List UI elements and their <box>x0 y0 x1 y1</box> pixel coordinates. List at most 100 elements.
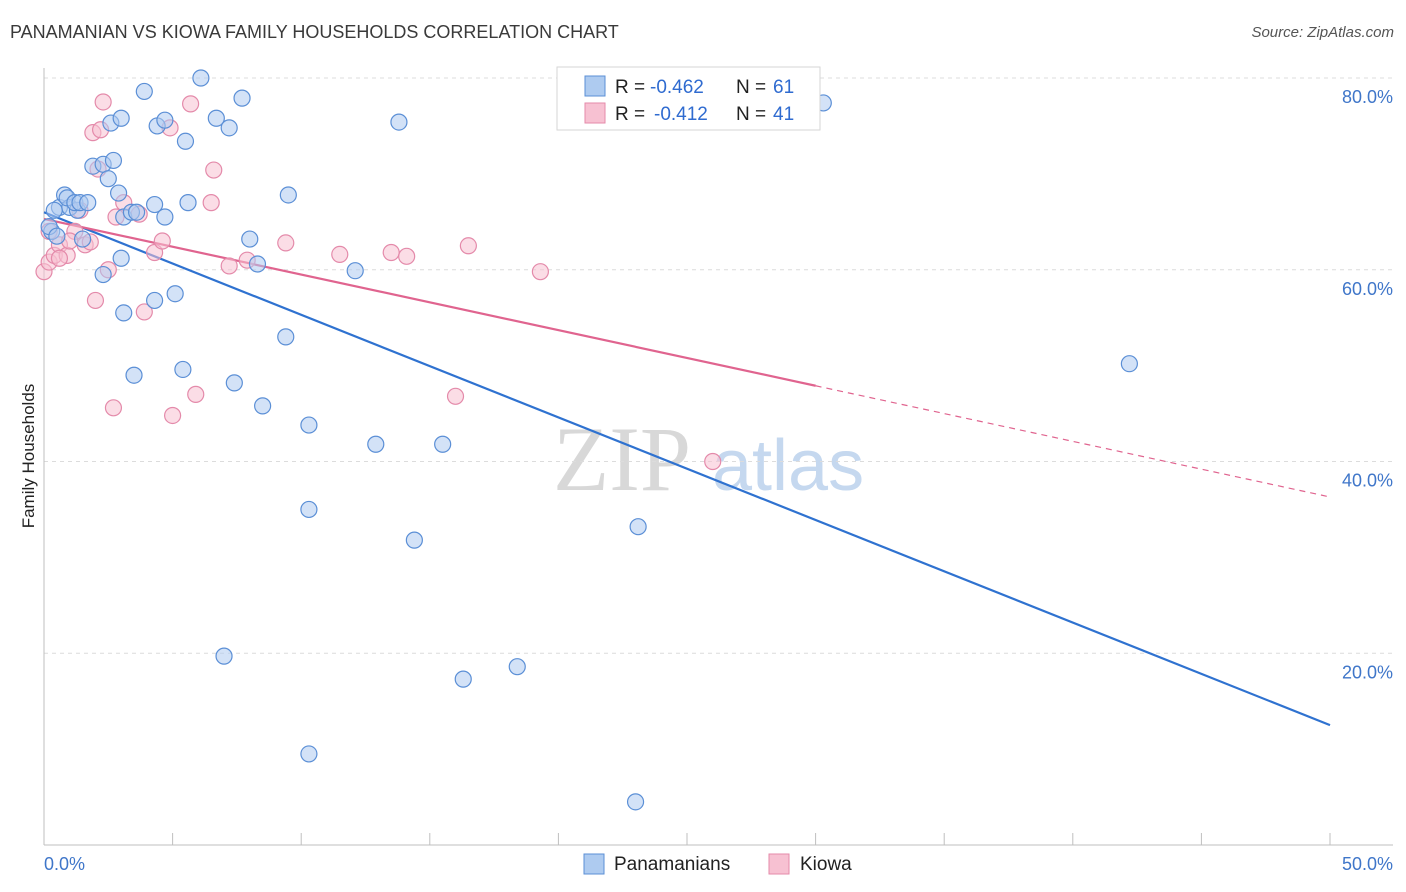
y-tick-label-60: 60.0% <box>1342 279 1393 299</box>
legend-swatch-panamanians <box>584 75 606 97</box>
chart-title: PANAMANIAN VS KIOWA FAMILY HOUSEHOLDS CO… <box>10 22 619 42</box>
panamanian-point-21 <box>145 195 164 214</box>
panamanian-point-29 <box>179 194 197 212</box>
series-legend: Panamanians Kiowa <box>583 853 852 875</box>
panamanian-trend-line <box>43 211 1331 727</box>
panamanian-point-15 <box>99 170 117 188</box>
kiowa-point-23 <box>220 257 238 275</box>
panamanian-point-11 <box>73 230 92 248</box>
panamanian-point-44 <box>166 285 184 303</box>
panamanian-point-50 <box>300 416 318 434</box>
panamanian-point-16 <box>104 151 123 170</box>
panamanian-point-27 <box>156 111 174 129</box>
kiowa-point-34 <box>164 406 182 425</box>
kiowa-point-40 <box>50 249 69 267</box>
x-axis-labels: 0.0% 50.0% <box>44 854 1393 874</box>
chart-source: Source: ZipAtlas.com <box>1251 24 1394 41</box>
kiowa-point-29 <box>459 237 477 255</box>
legend-n-value-1: 61 <box>773 77 794 98</box>
panamanian-point-37 <box>346 262 364 280</box>
y-tick-label-80: 80.0% <box>1342 87 1393 107</box>
panamanian-point-36 <box>279 186 297 204</box>
y-axis-labels: 20.0% 40.0% 60.0% 80.0% <box>1342 87 1393 682</box>
panamanian-point-55 <box>629 518 647 536</box>
panamanian-point-38 <box>390 113 408 131</box>
legend-r-label-1: R = <box>615 77 645 98</box>
panamanian-point-46 <box>174 360 192 379</box>
x-axis-ticks <box>172 833 1331 845</box>
legend-swatch-kiowa <box>584 102 606 124</box>
kiowa-point-26 <box>331 245 349 264</box>
panamanian-point-51 <box>367 435 385 453</box>
panamanian-point-35 <box>248 255 267 273</box>
panamanian-point-28 <box>176 132 195 150</box>
kiowa-point-31 <box>86 291 105 310</box>
panamanian-point-59 <box>300 745 318 763</box>
panamanian-point-30 <box>192 69 210 87</box>
kiowa-point-21 <box>202 194 220 212</box>
kiowa-point-20 <box>182 95 200 113</box>
legend-n-value-2: 41 <box>773 104 794 125</box>
panamanian-point-42 <box>115 304 133 322</box>
panamanian-point-52 <box>434 435 452 453</box>
legend-r-value-2: -0.412 <box>654 104 708 125</box>
kiowa-trend-line-extension <box>815 385 1331 498</box>
panamanian-point-25 <box>135 82 153 101</box>
kiowa-point-30 <box>531 263 549 281</box>
panamanian-point-22 <box>156 208 174 226</box>
kiowa-point-32 <box>135 303 153 321</box>
legend-r-label-2: R = <box>615 104 645 125</box>
panamanian-point-54 <box>405 531 423 549</box>
x-tick-label-max: 50.0% <box>1342 854 1393 874</box>
kiowa-trend-line <box>43 217 816 387</box>
panamanian-point-33 <box>233 89 251 107</box>
legend-r-value-1: -0.462 <box>650 77 704 98</box>
panamanian-point-61 <box>1120 355 1138 373</box>
axes <box>43 68 1393 846</box>
watermark-atlas: atlas <box>712 426 864 506</box>
legend-n-label-1: N = <box>736 77 766 98</box>
kiowa-point-18 <box>153 232 171 250</box>
legend-n-label-2: N = <box>736 104 766 125</box>
panamanian-point-34 <box>241 230 259 248</box>
bottom-legend-panamanians: Panamanians <box>614 854 730 875</box>
correlation-legend: R = -0.462 N = 61 R = -0.412 N = 41 <box>556 66 821 131</box>
panamanian-point-49 <box>277 328 295 346</box>
panamanian-point-56 <box>215 647 233 665</box>
panamanian-point-45 <box>125 366 143 384</box>
kiowa-point-33 <box>104 399 123 417</box>
panamanian-point-31 <box>207 109 225 127</box>
kiowa-point-28 <box>398 247 416 265</box>
panamanian-point-20 <box>127 203 146 221</box>
panamanian-point-32 <box>220 119 238 137</box>
panamanian-point-43 <box>145 291 164 310</box>
panamanian-point-40 <box>112 249 130 267</box>
panamanian-point-5 <box>45 201 63 219</box>
kiowa-point-36 <box>446 387 465 405</box>
kiowa-point-35 <box>187 385 205 403</box>
panamanian-point-58 <box>508 658 526 676</box>
panamanian-point-7 <box>48 227 66 245</box>
kiowa-point-25 <box>277 234 295 252</box>
panamanian-point-53 <box>300 500 318 519</box>
panamanian-point-47 <box>225 374 243 392</box>
y-tick-label-40: 40.0% <box>1342 471 1393 491</box>
y-axis-title: Family Households <box>19 384 38 529</box>
kiowa-point-22 <box>205 161 223 179</box>
panamanian-point-57 <box>454 670 472 688</box>
panamanian-point-12 <box>79 194 97 212</box>
bottom-legend-kiowa: Kiowa <box>800 854 852 875</box>
kiowa-point-27 <box>382 243 400 262</box>
kiowa-point-37 <box>704 452 722 471</box>
panamanian-point-41 <box>94 265 112 284</box>
y-tick-label-20: 20.0% <box>1342 662 1393 682</box>
panamanian-point-24 <box>112 109 130 127</box>
bottom-legend-swatch-kiowa <box>768 853 790 875</box>
x-tick-label-min: 0.0% <box>44 854 85 874</box>
panamanian-point-17 <box>109 184 128 202</box>
scatter-points <box>35 69 1138 811</box>
trend-lines <box>43 211 1331 727</box>
kiowa-point-12 <box>94 93 112 111</box>
bottom-legend-swatch-panamanians <box>583 853 605 875</box>
